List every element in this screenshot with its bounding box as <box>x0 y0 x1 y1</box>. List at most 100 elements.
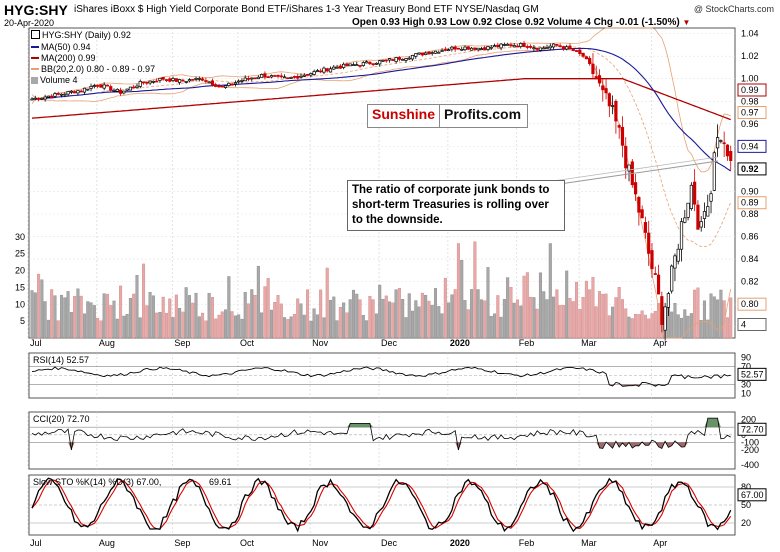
candle-body <box>33 97 37 100</box>
volume-bar <box>447 302 451 339</box>
x-label-top: Apr <box>653 338 667 348</box>
candle <box>256 75 260 80</box>
volume-bar <box>716 299 720 339</box>
candle <box>545 44 549 49</box>
candle <box>706 194 710 217</box>
candle-body <box>650 250 654 270</box>
legend-ma200-label: MA(200) 0.99 <box>41 53 96 63</box>
candle <box>138 79 142 89</box>
candle-body <box>670 265 674 292</box>
candle-body <box>161 76 165 80</box>
volume-bar <box>634 313 638 339</box>
candle <box>260 73 264 78</box>
volume-tick-label: 30 <box>15 232 25 242</box>
cci-value-tag-text: 72.70 <box>741 424 764 434</box>
candle <box>430 51 434 56</box>
volume-bar <box>148 292 152 339</box>
volume-bar <box>657 303 661 339</box>
candle <box>240 78 244 84</box>
volume-bar <box>584 280 588 339</box>
volume-bar <box>591 277 595 339</box>
candle <box>647 220 651 266</box>
candle <box>56 91 60 96</box>
volume-tick-label: 10 <box>15 299 25 309</box>
candle <box>617 123 621 139</box>
candle-body <box>492 45 497 48</box>
candle <box>506 42 510 46</box>
volume-bar <box>230 311 234 339</box>
candle-body <box>227 82 231 86</box>
volume-bar <box>237 314 241 339</box>
candle-body <box>424 52 428 55</box>
volume-bar <box>433 288 437 339</box>
candle-body <box>50 96 54 98</box>
tag-bb-lower: 0.80 <box>737 297 767 311</box>
volume-bar <box>292 313 296 339</box>
candle-body <box>535 47 539 50</box>
volume-bar <box>440 313 444 339</box>
tag-ma50: 0.94 <box>737 139 767 153</box>
volume-bar <box>460 260 464 339</box>
volume-bar <box>33 292 37 339</box>
candle <box>689 182 693 211</box>
volume-bar <box>384 295 388 339</box>
volume-bar <box>332 296 336 339</box>
candle-body <box>148 80 152 84</box>
candle <box>653 266 657 275</box>
bb-mid-line <box>31 45 732 247</box>
candle <box>702 202 707 229</box>
candle-body <box>384 59 388 62</box>
volume-bar <box>637 314 641 339</box>
candle-body <box>696 204 700 230</box>
candle-body <box>417 52 421 55</box>
candle <box>410 54 415 62</box>
candle-body <box>679 221 684 250</box>
volume-bar <box>443 277 447 339</box>
candle-body <box>578 49 582 54</box>
candle <box>670 264 674 294</box>
volume-bar <box>178 307 182 339</box>
price-tick-label: 1.04 <box>741 29 759 39</box>
candle <box>656 264 661 295</box>
candle <box>99 84 103 88</box>
candle <box>246 75 251 82</box>
volume-bar <box>37 273 41 339</box>
volume-bar <box>407 293 411 339</box>
volume-bar <box>220 311 224 339</box>
candle-body <box>69 90 73 93</box>
rsi-label: RSI(14) 52.57 <box>33 355 89 365</box>
candle-body <box>548 45 552 49</box>
candle-body <box>361 62 365 66</box>
candle-body <box>469 47 474 51</box>
volume-bar <box>315 314 319 339</box>
candle <box>155 78 159 83</box>
candle <box>496 42 500 49</box>
volume-bar <box>686 315 690 339</box>
volume-bar <box>529 296 533 339</box>
volume-bar <box>279 303 283 339</box>
tag-close-text: 0.92 <box>741 164 759 174</box>
volume-bar <box>722 300 726 339</box>
volume-bar <box>489 315 493 339</box>
candle-body <box>210 80 215 86</box>
x-label-bottom: Jul <box>30 538 42 548</box>
candle-body <box>99 84 103 88</box>
candle <box>233 80 237 87</box>
candle-body <box>371 63 375 66</box>
ma200-line <box>31 78 731 121</box>
candle <box>181 78 185 82</box>
candle-body <box>525 46 529 48</box>
candle <box>473 47 477 51</box>
candle-body <box>545 47 549 49</box>
volume-bar <box>319 289 323 339</box>
volume-bar <box>86 301 90 339</box>
candle <box>489 44 493 50</box>
volume-bar <box>719 289 723 339</box>
candle <box>302 73 306 78</box>
candle <box>719 139 723 144</box>
volume-bar <box>401 299 405 339</box>
volume-bar <box>653 311 657 339</box>
candle-body <box>204 80 208 82</box>
volume-bar <box>96 318 100 339</box>
